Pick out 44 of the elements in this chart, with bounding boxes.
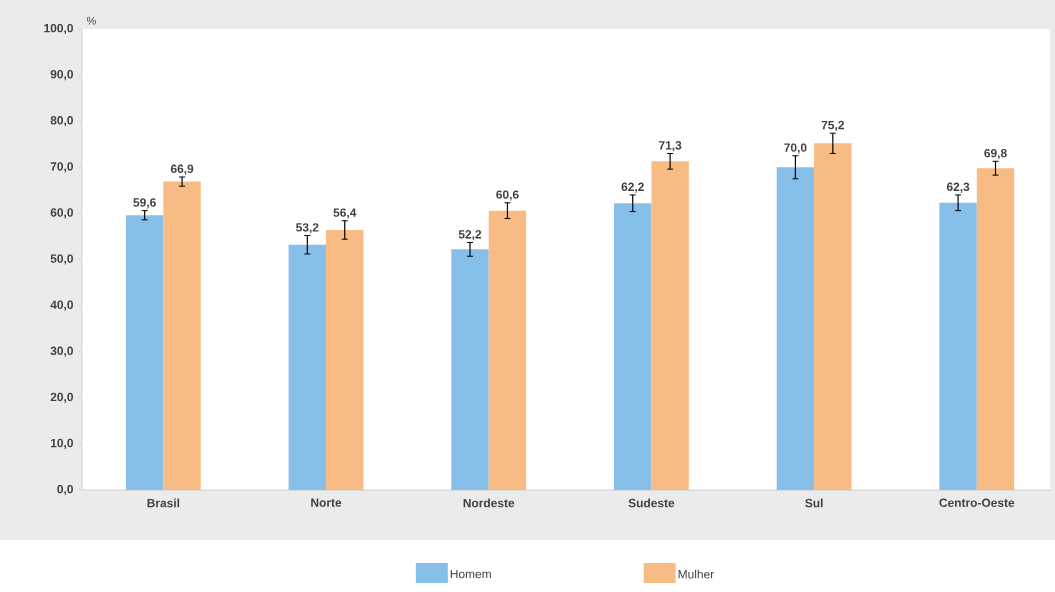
y-tick-label: 10,0 (50, 438, 73, 449)
data-label: 60,6 (496, 190, 519, 201)
bar (614, 203, 652, 490)
x-tick-label: Sudeste (628, 498, 675, 508)
data-label: 75,2 (821, 120, 844, 131)
y-tick-label: 90,0 (50, 70, 73, 81)
y-tick-label: 60,0 (50, 208, 73, 219)
legend-label: Mulher (678, 569, 714, 579)
y-tick-label: 0,0 (57, 484, 73, 496)
bar (163, 181, 201, 490)
bar (939, 202, 977, 490)
y-tick-label: 30,0 (50, 346, 73, 357)
y-tick-label: 50,0 (50, 254, 73, 265)
y-tick-label: 20,0 (50, 392, 73, 403)
bar (814, 143, 852, 490)
bar (651, 161, 689, 490)
x-tick-label: Sul (805, 498, 823, 508)
bar (288, 244, 327, 490)
data-label: 62,2 (621, 182, 644, 193)
x-tick-label: Brasil (147, 498, 180, 508)
bar (976, 168, 1015, 490)
y-axis-title: % (86, 16, 96, 25)
data-label: 59,6 (133, 198, 156, 209)
data-label: 70,0 (784, 143, 807, 154)
legend-label: Homem (450, 569, 491, 579)
x-tick-label: Norte (311, 498, 342, 507)
data-label: 62,3 (946, 182, 970, 193)
y-tick-label: 70,0 (50, 162, 73, 173)
y-tick-label: 100,0 (44, 23, 73, 35)
bar (451, 249, 489, 490)
x-tick-label: Centro-Oeste (939, 498, 1015, 507)
data-label: 56,4 (333, 208, 357, 219)
bar (776, 167, 815, 490)
x-tick-label: Nordeste (463, 498, 515, 508)
y-tick-label: 40,0 (50, 300, 73, 311)
data-label: 53,2 (296, 223, 319, 234)
data-label: 69,8 (984, 148, 1007, 160)
bar (488, 210, 527, 490)
data-label: 71,3 (659, 141, 682, 152)
y-tick-label: 80,0 (50, 116, 73, 127)
data-label: 52,2 (458, 230, 482, 241)
data-label: 66,9 (170, 164, 194, 175)
bar (125, 215, 164, 490)
bar (326, 229, 364, 490)
